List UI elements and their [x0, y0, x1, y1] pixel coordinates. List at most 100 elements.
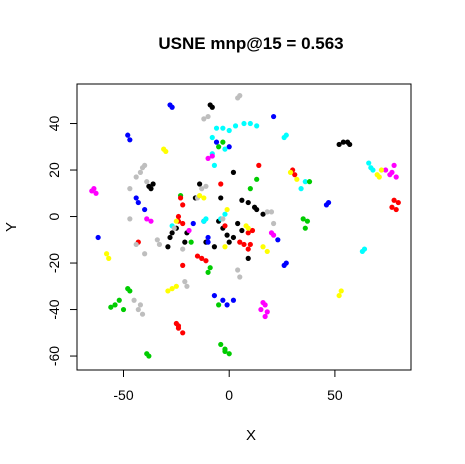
data-point	[142, 206, 148, 213]
data-point	[230, 169, 237, 175]
data-point	[302, 225, 308, 231]
x-axis-label: X	[246, 427, 256, 444]
y-axis: -60 -40 -20 0 20 40	[46, 116, 78, 366]
data-point	[180, 202, 186, 208]
y-tick-label: -40	[46, 299, 62, 319]
data-point	[251, 204, 258, 210]
data-point	[127, 288, 133, 294]
data-point	[106, 255, 112, 261]
data-point	[292, 172, 298, 178]
data-point	[144, 179, 150, 185]
data-point	[175, 213, 182, 220]
data-point	[222, 146, 228, 152]
data-point	[133, 174, 139, 180]
data-point	[205, 155, 211, 162]
data-point	[268, 209, 275, 215]
data-point	[201, 218, 207, 224]
chart-title: USNE mnp@15 = 0.563	[158, 34, 343, 53]
data-point	[224, 232, 230, 238]
data-point	[237, 239, 243, 245]
data-point	[127, 216, 133, 222]
data-point	[258, 306, 264, 313]
data-point	[262, 313, 268, 320]
data-point	[389, 169, 395, 175]
data-point	[139, 311, 146, 317]
data-point	[173, 283, 179, 289]
data-point	[391, 162, 397, 168]
data-point	[254, 176, 260, 182]
data-point	[199, 186, 205, 192]
data-point	[201, 195, 207, 201]
data-point	[281, 134, 287, 141]
data-point	[245, 230, 251, 236]
data-point	[262, 302, 268, 308]
data-point	[230, 297, 237, 303]
data-point	[163, 148, 169, 155]
data-point	[249, 227, 256, 234]
x-tick-label: -50	[113, 387, 133, 403]
data-point	[108, 304, 114, 310]
data-point	[165, 288, 171, 294]
data-point	[298, 186, 304, 192]
y-tick-label: -20	[46, 253, 62, 273]
data-point	[216, 302, 222, 308]
data-point	[177, 195, 184, 201]
data-point	[270, 232, 277, 238]
data-point	[194, 253, 201, 259]
data-point	[131, 297, 137, 303]
data-point	[127, 186, 133, 192]
data-point	[300, 216, 306, 222]
data-point	[218, 181, 224, 187]
data-point	[389, 204, 395, 210]
x-tick-label: 50	[327, 387, 343, 403]
data-point	[222, 244, 228, 250]
data-point	[211, 292, 218, 299]
data-point	[226, 351, 232, 357]
data-point	[260, 211, 266, 217]
data-point	[245, 225, 251, 231]
data-point	[169, 230, 175, 236]
data-point	[230, 234, 237, 241]
data-point	[220, 216, 226, 222]
data-point	[133, 195, 139, 201]
data-point	[180, 330, 186, 336]
data-point	[222, 211, 228, 217]
data-point	[224, 206, 230, 213]
data-point	[222, 346, 228, 352]
data-point	[180, 220, 186, 227]
data-point	[211, 162, 218, 168]
data-point	[120, 306, 127, 313]
data-point	[235, 220, 241, 227]
data-point	[220, 139, 226, 145]
data-point	[171, 225, 177, 231]
data-point	[112, 302, 118, 308]
data-point	[165, 244, 171, 250]
data-point	[245, 199, 251, 206]
data-point	[203, 258, 209, 264]
data-point	[156, 241, 163, 248]
data-point	[260, 244, 266, 250]
data-point	[256, 162, 262, 168]
data-point	[173, 218, 179, 224]
data-point	[180, 246, 186, 252]
data-point	[302, 179, 308, 185]
data-point	[393, 206, 399, 213]
data-point	[220, 297, 226, 303]
data-point	[336, 292, 342, 299]
data-point	[239, 227, 245, 234]
data-point	[184, 283, 190, 289]
data-point	[239, 197, 245, 203]
data-point	[150, 181, 156, 187]
data-point	[127, 137, 133, 143]
data-point	[222, 223, 228, 229]
data-point	[383, 167, 389, 173]
data-point	[294, 176, 300, 182]
x-tick-label: 0	[225, 387, 233, 403]
data-point	[359, 248, 365, 255]
data-point	[146, 353, 152, 359]
data-point	[395, 199, 401, 206]
data-point	[241, 120, 247, 127]
data-point	[366, 160, 372, 166]
data-point	[197, 181, 203, 187]
data-point	[175, 323, 182, 329]
